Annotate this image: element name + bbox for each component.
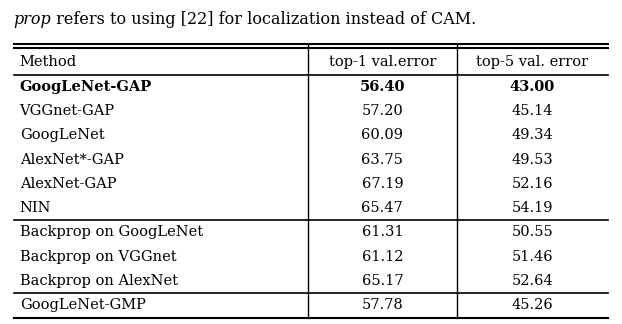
Text: VGGnet-GAP: VGGnet-GAP (20, 104, 114, 118)
Text: 52.16: 52.16 (512, 177, 554, 191)
Text: 57.78: 57.78 (361, 298, 403, 312)
Text: AlexNet*-GAP: AlexNet*-GAP (20, 153, 124, 167)
Text: Backprop on VGGnet: Backprop on VGGnet (20, 250, 176, 264)
Text: GoogLeNet-GMP: GoogLeNet-GMP (20, 298, 146, 312)
Text: 65.17: 65.17 (361, 274, 403, 288)
Text: 60.09: 60.09 (361, 128, 403, 142)
Text: 43.00: 43.00 (510, 80, 555, 94)
Text: top-5 val. error: top-5 val. error (476, 55, 588, 69)
Text: 49.34: 49.34 (512, 128, 554, 142)
Text: top-1 val.error: top-1 val.error (328, 55, 436, 69)
Text: 56.40: 56.40 (360, 80, 405, 94)
Text: AlexNet-GAP: AlexNet-GAP (20, 177, 116, 191)
Text: refers to using [22] for localization instead of CAM.: refers to using [22] for localization in… (52, 11, 476, 28)
Text: 45.14: 45.14 (512, 104, 553, 118)
Text: Backprop on AlexNet: Backprop on AlexNet (20, 274, 178, 288)
Text: 45.26: 45.26 (512, 298, 554, 312)
Text: 54.19: 54.19 (512, 201, 553, 215)
Text: 61.31: 61.31 (361, 226, 403, 239)
Text: 67.19: 67.19 (361, 177, 403, 191)
Text: 52.64: 52.64 (512, 274, 554, 288)
Text: 49.53: 49.53 (512, 153, 554, 167)
Text: Backprop on GoogLeNet: Backprop on GoogLeNet (20, 226, 203, 239)
Text: 61.12: 61.12 (361, 250, 403, 264)
Text: prop: prop (14, 11, 52, 28)
Text: NIN: NIN (20, 201, 51, 215)
Text: 63.75: 63.75 (361, 153, 403, 167)
Text: Method: Method (20, 55, 77, 69)
Text: 65.47: 65.47 (361, 201, 403, 215)
Text: GoogLeNet: GoogLeNet (20, 128, 104, 142)
Text: GoogLeNet-GAP: GoogLeNet-GAP (20, 80, 152, 94)
Text: 57.20: 57.20 (361, 104, 403, 118)
Text: 51.46: 51.46 (512, 250, 554, 264)
Text: 50.55: 50.55 (512, 226, 554, 239)
